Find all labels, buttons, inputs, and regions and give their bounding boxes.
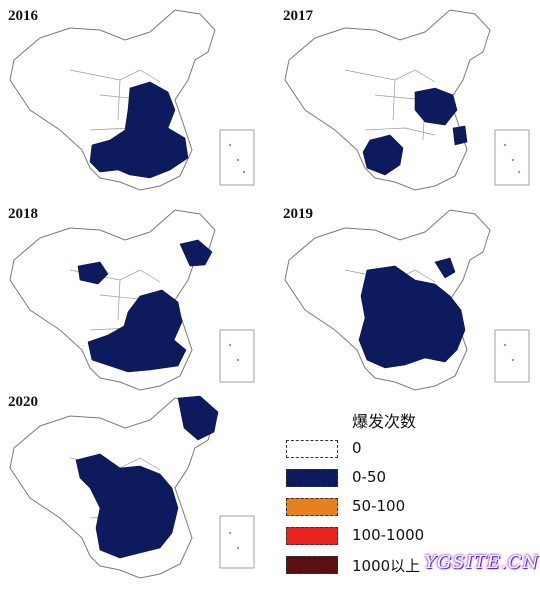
china-map [9,9,255,191]
china-map [9,395,255,579]
panel-year-label: 2018 [8,206,38,222]
outbreak-region [77,261,109,285]
legend-swatch [286,527,338,545]
legend-swatch [286,556,338,574]
panel-year-label: 2017 [283,8,313,24]
outbreak-region [434,257,456,279]
legend-item: 100-1000 [282,525,452,547]
watermark-text: YGSITE.CN [424,552,540,573]
outbreak-region [75,453,179,559]
outbreak-region [452,125,468,146]
legend-label: 0-50 [352,468,387,486]
panel-year-label: 2016 [8,8,38,24]
outbreak-region [177,395,219,441]
legend-item: 0-50 [282,467,452,489]
legend-swatch [286,469,338,487]
map-panel-2019: 2019 [275,200,540,391]
map-panel-2018: 2018 [0,200,270,391]
map-panel-2020: 2020 [0,388,270,588]
legend-label: 50-100 [352,497,406,515]
outbreak-region [414,87,458,126]
legend-item: 0 [282,438,452,460]
legend-label: 100-1000 [352,526,425,544]
outbreak-region [87,289,187,373]
legend: 爆发次数 0 0-50 50-100 100-1000 1000以上 [282,408,452,582]
map-panel-2017: 2017 [275,0,540,200]
legend-swatch [286,498,338,516]
legend-item: 1000以上 [282,554,452,576]
china-map [284,209,530,391]
legend-label: 1000以上 [352,557,421,575]
outbreak-region [358,265,466,369]
legend-title: 爆发次数 [352,412,417,431]
legend-label: 0 [352,439,362,457]
map-panel-2016: 2016 [0,0,270,200]
legend-swatch [286,440,338,458]
outbreak-region [362,134,404,176]
legend-item: 50-100 [282,496,452,518]
china-map [9,209,255,391]
china-map [284,9,530,191]
outbreak-region [179,239,213,267]
panel-year-label: 2020 [8,394,38,410]
outbreak-region [89,81,189,179]
panel-year-label: 2019 [283,206,313,222]
